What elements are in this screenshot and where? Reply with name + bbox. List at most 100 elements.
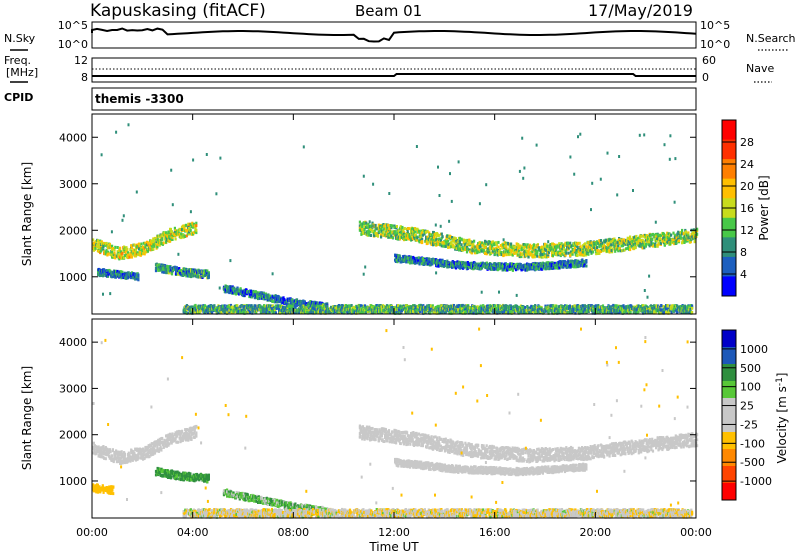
echo-cell (649, 235, 652, 238)
nave-tick-top: 60 (702, 54, 716, 67)
echo-cell (619, 249, 622, 253)
echo-cell (626, 243, 629, 247)
echo-cell (540, 245, 543, 249)
echo-cell (170, 272, 174, 276)
echo-cell (437, 234, 440, 237)
echo-cell (295, 311, 298, 315)
echo-cell (477, 247, 480, 251)
echo-cell (531, 250, 534, 254)
echo-cell (517, 246, 521, 250)
echo-cell (399, 235, 402, 239)
echo-cell (389, 230, 392, 234)
echo-cell (320, 309, 323, 313)
echo-cell (146, 249, 149, 253)
echo-cell (140, 242, 143, 246)
echo-cell (348, 311, 351, 315)
echo-cell (598, 251, 601, 255)
echo-cell (677, 239, 681, 243)
echo-cell (454, 266, 458, 270)
echo-cell (575, 249, 578, 252)
echo-cell (238, 307, 241, 311)
echo-cell (192, 306, 195, 310)
echo-cell (635, 238, 638, 242)
echo-cell (480, 249, 484, 253)
echo-cell (615, 245, 618, 249)
echo-cell (322, 305, 326, 309)
echo-cell (447, 245, 450, 249)
freq-trace (92, 73, 696, 77)
nsky-right-tick-top: 10^5 (700, 19, 730, 32)
echo-cell (490, 251, 493, 255)
echo-cell (681, 232, 684, 236)
echo-cell (143, 252, 146, 256)
echo-cell (625, 240, 628, 244)
echo-cell (123, 256, 126, 260)
echo-cell (167, 271, 170, 275)
echo-cell (171, 238, 174, 241)
echo-cell (190, 225, 193, 229)
echo-cell (190, 275, 193, 279)
echo-cell (470, 251, 473, 255)
echo-cell (395, 258, 398, 262)
echo-cell (103, 268, 106, 272)
echo-cell (469, 261, 473, 265)
echo-cell (559, 245, 562, 248)
echo-cell (525, 264, 528, 268)
echo-cell (108, 243, 111, 247)
echo-cell (380, 235, 383, 239)
echo-cell (334, 306, 337, 310)
echo-cell (164, 233, 167, 237)
echo-cell (461, 238, 464, 242)
echo-cell (387, 235, 391, 239)
echo-cell (173, 226, 176, 230)
echo-cell (418, 240, 421, 244)
echo-cell (499, 247, 502, 251)
echo-cell (178, 267, 181, 270)
echo-cell (636, 240, 639, 244)
echo-cell (233, 286, 236, 290)
echo-cell (130, 246, 134, 249)
echo-cell (135, 277, 138, 281)
echo-cell (119, 250, 122, 254)
echo-cell (532, 255, 535, 259)
echo-cell (194, 227, 197, 231)
echo-cell (458, 241, 461, 244)
echo-cell (648, 239, 651, 243)
echo-cell (111, 250, 114, 254)
echo-cell (552, 243, 555, 246)
echo-cell (395, 225, 398, 228)
echo-cell (562, 265, 565, 269)
echo-cell (611, 239, 614, 243)
echo-cell (114, 269, 117, 273)
echo-cell (583, 245, 586, 249)
echo-cell (542, 249, 545, 253)
nsky-label: N.Sky (4, 32, 36, 45)
echo-cell (574, 241, 577, 245)
echo-cell (525, 253, 528, 257)
echo-cell (163, 231, 166, 235)
echo-cell (567, 262, 570, 266)
echo-cell (624, 242, 627, 246)
echo-cell (439, 238, 443, 242)
echo-cell (387, 223, 390, 227)
echo-cell (525, 249, 528, 253)
echo-cell (96, 239, 99, 243)
echo-cell (579, 245, 582, 249)
echo-cell (650, 233, 653, 237)
echo-cell (134, 248, 138, 252)
echo-cell (618, 247, 621, 251)
echo-cell (464, 261, 467, 265)
echo-cell (599, 239, 603, 242)
echo-cell (292, 308, 296, 311)
echo-cell (480, 241, 484, 245)
echo-cell (514, 268, 518, 272)
echo-cell (365, 225, 368, 229)
echo-cell (223, 304, 226, 308)
echo-cell (636, 237, 640, 241)
echo-cell (192, 231, 195, 235)
echo-cell (500, 253, 503, 257)
echo-cell (441, 235, 444, 239)
echo-cell (166, 234, 169, 238)
echo-cell (156, 245, 159, 249)
